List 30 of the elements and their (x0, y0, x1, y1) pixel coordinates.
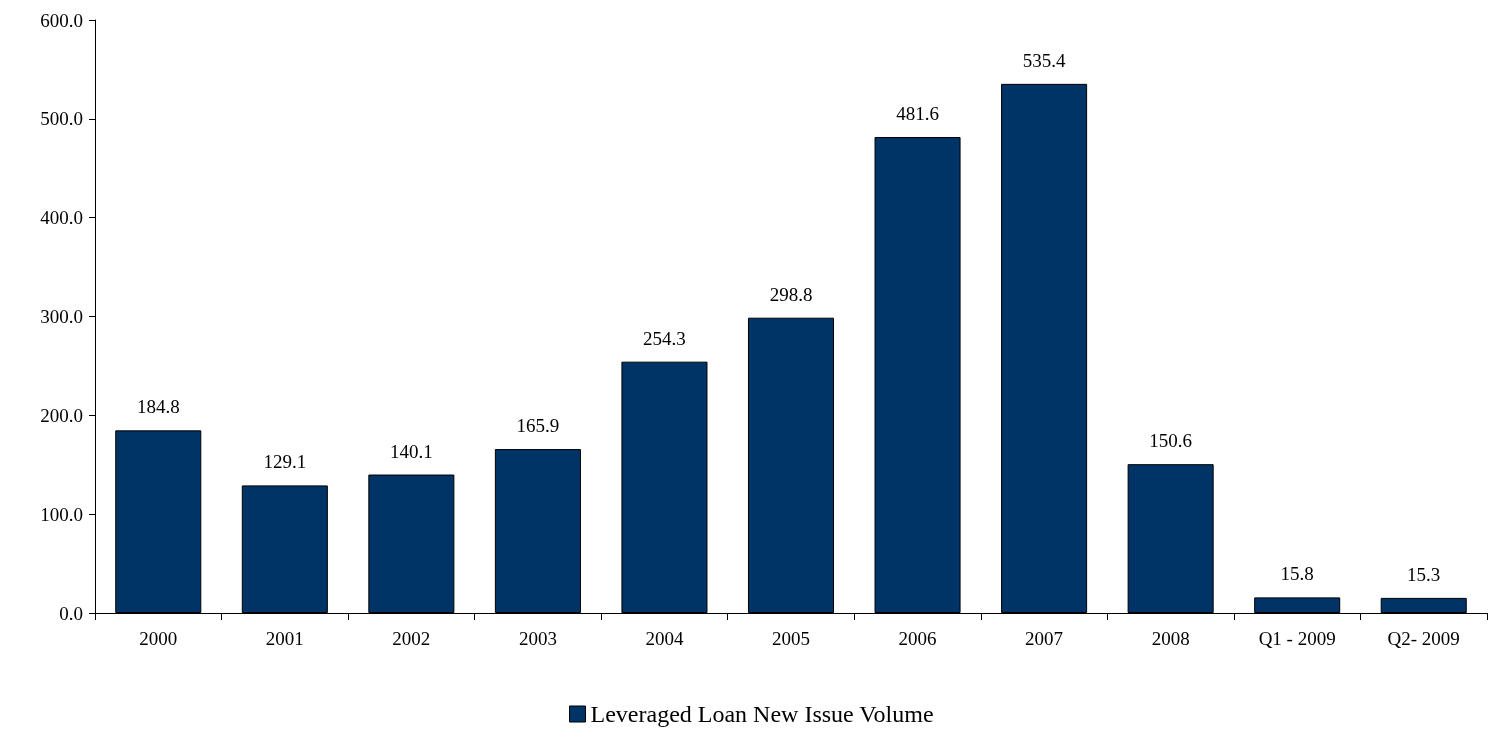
data-label: 15.3 (1407, 563, 1441, 585)
x-tick-label: 2001 (265, 628, 304, 649)
x-tick-label: 2002 (392, 628, 431, 649)
y-tick-label: 100.0 (40, 503, 83, 525)
x-tick-label: 2003 (518, 628, 557, 649)
x-tick-label: 2005 (772, 628, 810, 649)
x-tick-label: 2000 (139, 628, 178, 649)
data-label: 535.4 (1022, 49, 1066, 71)
data-label: 140.1 (389, 440, 433, 462)
y-tick-label: 600.0 (40, 9, 83, 31)
data-label: 254.3 (643, 327, 686, 349)
y-tick-label: 500.0 (40, 108, 83, 130)
y-tick-label: 0.0 (59, 602, 83, 624)
y-tick-label: 400.0 (40, 207, 83, 229)
x-tick-label: Q1 - 2009 (1258, 628, 1336, 649)
data-label: 129.1 (263, 451, 307, 473)
data-label: 150.6 (1149, 430, 1193, 452)
x-tick-label: Q2- 2009 (1387, 628, 1460, 649)
y-tick-label: 300.0 (40, 306, 83, 327)
data-label: 481.6 (896, 103, 939, 125)
legend-label: Leveraged Loan New Issue Volume (590, 701, 934, 727)
data-label: 165.9 (516, 415, 560, 437)
x-tick-label: 2006 (898, 628, 937, 649)
data-label: 184.8 (136, 396, 180, 418)
data-label: 298.8 (769, 283, 813, 305)
y-tick-label: 200.0 (40, 404, 83, 426)
x-tick-label: 2007 (1025, 628, 1064, 649)
data-label: 15.8 (1280, 563, 1314, 585)
x-tick-label: 2004 (645, 628, 684, 649)
x-tick-label: 2008 (1151, 628, 1190, 649)
